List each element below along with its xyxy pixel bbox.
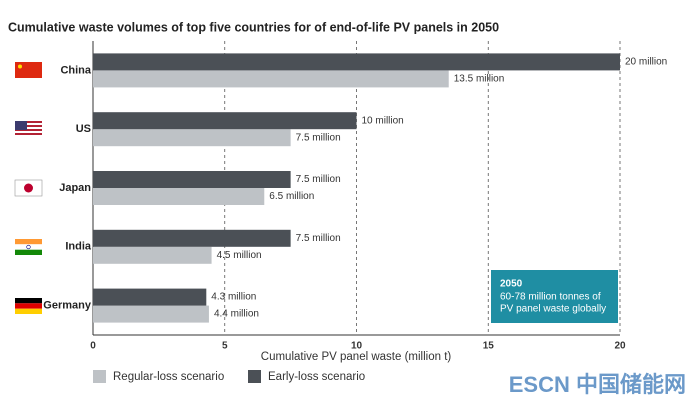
- annotation-title: 2050: [500, 279, 523, 290]
- x-tick-label: 10: [351, 341, 363, 352]
- annotation-text: PV panel waste globally: [500, 304, 606, 315]
- y-tick-label: US: [76, 123, 91, 135]
- value-label: 7.5 million: [296, 233, 341, 244]
- bar: [93, 246, 212, 264]
- y-tick-label: Japan: [59, 182, 91, 194]
- bar: [93, 112, 357, 130]
- flag-us: [15, 121, 42, 137]
- bar: [93, 229, 291, 247]
- flag-china: [15, 62, 42, 78]
- value-label: 6.5 million: [269, 191, 314, 202]
- x-axis-title: Cumulative PV panel waste (million t): [261, 351, 452, 363]
- value-label: 13.5 million: [454, 74, 505, 85]
- y-tick-label: India: [65, 241, 92, 253]
- legend-swatch: [248, 370, 261, 383]
- value-label: 7.5 million: [296, 174, 341, 185]
- bar: [93, 188, 265, 205]
- bar: [93, 70, 449, 88]
- legend-label: Regular-loss scenario: [113, 371, 224, 383]
- value-label: 7.5 million: [296, 132, 341, 143]
- flag-japan: [14, 179, 43, 197]
- bar: [93, 288, 207, 306]
- bar: [93, 171, 291, 188]
- x-tick-label: 5: [222, 341, 228, 352]
- value-label: 4.5 million: [217, 250, 262, 261]
- bar: [93, 129, 291, 147]
- flag-india: [15, 239, 42, 255]
- value-label: 4.3 million: [211, 292, 256, 303]
- flags: [14, 62, 43, 314]
- legend-label: Early-loss scenario: [268, 371, 365, 383]
- y-tick-label: Germany: [43, 300, 92, 312]
- x-tick-label: 15: [483, 341, 495, 352]
- value-label: 4.4 million: [214, 309, 259, 320]
- chart-title: Cumulative waste volumes of top five cou…: [8, 20, 499, 34]
- x-tick-label: 0: [90, 341, 96, 352]
- x-tick-label: 20: [614, 341, 626, 352]
- annotation-box: [491, 270, 618, 323]
- value-label: 20 million: [625, 57, 667, 68]
- annotation-text: 60-78 million tonnes of: [500, 292, 601, 303]
- watermark: ESCN 中国储能网: [509, 372, 686, 397]
- value-label: 10 million: [362, 115, 404, 126]
- bar: [93, 305, 209, 323]
- y-tick-label: China: [60, 64, 91, 76]
- bar: [93, 53, 620, 71]
- legend-swatch: [93, 370, 106, 383]
- flag-germany: [15, 298, 42, 314]
